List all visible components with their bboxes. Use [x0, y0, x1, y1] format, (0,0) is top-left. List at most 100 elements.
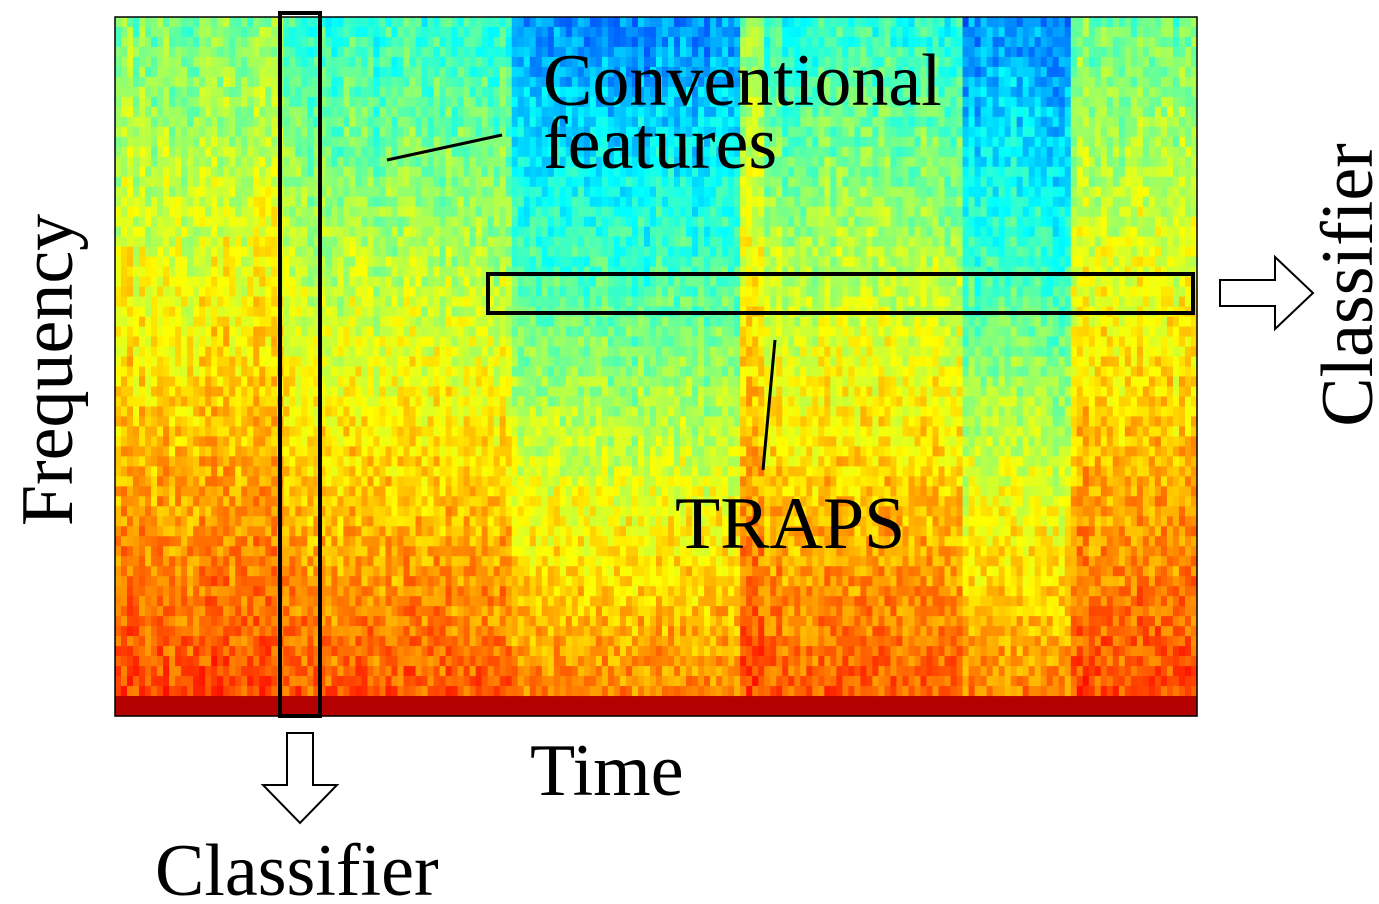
- spectrogram-cell: [343, 57, 350, 68]
- spectrogram-cell: [446, 237, 453, 248]
- spectrogram-cell: [187, 396, 194, 407]
- spectrogram-cell: [217, 337, 224, 348]
- spectrogram-cell: [127, 376, 134, 387]
- spectrogram-cell: [488, 416, 495, 427]
- spectrogram-cell: [145, 646, 152, 657]
- spectrogram-cell: [151, 337, 158, 348]
- spectrogram-cell: [229, 626, 236, 637]
- spectrogram-cell: [440, 646, 447, 657]
- spectrogram-cell: [536, 177, 543, 188]
- spectrogram-cell: [115, 466, 122, 477]
- spectrogram-cell: [524, 217, 531, 228]
- spectrogram-cell: [500, 526, 507, 537]
- spectrogram-cell: [530, 516, 537, 527]
- spectrogram-cell: [392, 57, 399, 68]
- spectrogram-cell: [145, 446, 152, 457]
- spectrogram-cell: [464, 696, 471, 707]
- spectrogram-cell: [265, 556, 272, 567]
- spectrogram-cell: [121, 416, 128, 427]
- spectrogram-cell: [271, 127, 278, 138]
- spectrogram-cell: [494, 386, 501, 397]
- spectrogram-cell: [337, 566, 344, 577]
- spectrogram-cell: [253, 87, 260, 98]
- spectrogram-cell: [343, 207, 350, 218]
- spectrogram-cell: [524, 97, 531, 108]
- spectrogram-cell: [169, 696, 176, 707]
- spectrogram-cell: [265, 277, 272, 288]
- spectrogram-cell: [235, 227, 242, 238]
- spectrogram-cell: [121, 566, 128, 577]
- spectrogram-cell: [379, 247, 386, 258]
- spectrogram-cell: [121, 47, 128, 58]
- spectrogram-cell: [331, 137, 338, 148]
- spectrogram-cell: [289, 506, 296, 517]
- spectrogram-cell: [289, 137, 296, 148]
- spectrogram-cell: [133, 287, 140, 298]
- spectrogram-cell: [349, 586, 356, 597]
- spectrogram-cell: [488, 27, 495, 38]
- spectrogram-cell: [446, 576, 453, 587]
- spectrogram-cell: [464, 107, 471, 118]
- spectrogram-cell: [506, 586, 513, 597]
- spectrogram-cell: [355, 596, 362, 607]
- spectrogram-cell: [367, 596, 374, 607]
- spectrogram-cell: [464, 297, 471, 308]
- spectrogram-cell: [500, 406, 507, 417]
- spectrogram-cell: [223, 656, 230, 667]
- spectrogram-cell: [229, 27, 236, 38]
- spectrogram-cell: [139, 127, 146, 138]
- spectrogram-cell: [265, 237, 272, 248]
- spectrogram-cell: [175, 367, 182, 378]
- spectrogram-cell: [458, 147, 465, 158]
- spectrogram-cell: [530, 706, 537, 717]
- spectrogram-cell: [289, 17, 296, 28]
- spectrogram-cell: [518, 247, 525, 258]
- spectrogram-cell: [235, 27, 242, 38]
- spectrogram-cell: [361, 456, 368, 467]
- spectrogram-cell: [506, 546, 513, 557]
- spectrogram-cell: [428, 207, 435, 218]
- spectrogram-cell: [121, 426, 128, 437]
- spectrogram-cell: [482, 606, 489, 617]
- spectrogram-cell: [235, 676, 242, 687]
- spectrogram-cell: [458, 576, 465, 587]
- spectrogram-cell: [530, 646, 537, 657]
- spectrogram-cell: [367, 197, 374, 208]
- spectrogram-cell: [121, 327, 128, 338]
- spectrogram-cell: [343, 157, 350, 168]
- spectrogram-cell: [500, 177, 507, 188]
- spectrogram-cell: [115, 297, 122, 308]
- spectrogram-cell: [416, 327, 423, 338]
- spectrogram-cell: [301, 486, 308, 497]
- spectrogram-cell: [211, 596, 218, 607]
- spectrogram-cell: [488, 386, 495, 397]
- spectrogram-cell: [355, 556, 362, 567]
- spectrogram-cell: [494, 536, 501, 547]
- spectrogram-cell: [386, 476, 393, 487]
- spectrogram-cell: [199, 197, 206, 208]
- spectrogram-cell: [428, 57, 435, 68]
- spectrogram-cell: [199, 127, 206, 138]
- spectrogram-cell: [476, 197, 483, 208]
- spectrogram-cell: [404, 546, 411, 557]
- spectrogram-cell: [410, 646, 417, 657]
- spectrogram-cell: [115, 496, 122, 507]
- spectrogram-cell: [133, 227, 140, 238]
- spectrogram-cell: [181, 506, 188, 517]
- spectrogram-cell: [241, 666, 248, 677]
- spectrogram-cell: [211, 277, 218, 288]
- spectrogram-cell: [494, 197, 501, 208]
- spectrogram-cell: [205, 546, 212, 557]
- spectrogram-cell: [157, 556, 164, 567]
- spectrogram-cell: [271, 566, 278, 577]
- spectrogram-cell: [295, 337, 302, 348]
- spectrogram-cell: [283, 616, 290, 627]
- spectrogram-cell: [355, 636, 362, 647]
- spectrogram-cell: [115, 327, 122, 338]
- spectrogram-cell: [530, 27, 537, 38]
- spectrogram-cell: [259, 396, 266, 407]
- spectrogram-cell: [446, 17, 453, 28]
- spectrogram-cell: [241, 307, 248, 318]
- spectrogram-cell: [379, 167, 386, 178]
- spectrogram-cell: [367, 676, 374, 687]
